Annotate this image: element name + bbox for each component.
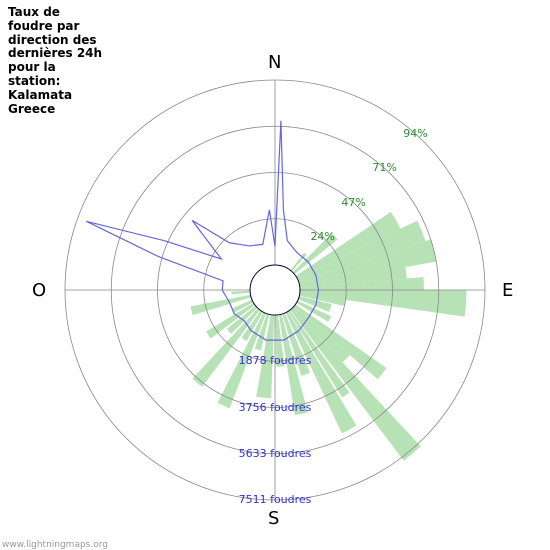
ring-label-percent: 94% [376, 127, 456, 140]
cardinal-w: O [32, 280, 46, 301]
polar-chart: Taux de foudre par direction des dernièr… [0, 0, 550, 550]
ring-label-percent: 47% [314, 196, 394, 209]
ring-label-strikes: 7511 foudres [235, 493, 315, 506]
ring-label-percent: 24% [283, 230, 363, 243]
ring-label-strikes: 3756 foudres [235, 401, 315, 414]
cardinal-n: N [268, 52, 281, 73]
polar-plot-svg [0, 0, 550, 550]
ring-label-strikes: 5633 foudres [235, 447, 315, 460]
cardinal-s: S [268, 508, 279, 529]
ring-label-percent: 71% [345, 161, 425, 174]
ring-label-strikes: 1878 foudres [235, 354, 315, 367]
credit-text: www.lightningmaps.org [2, 540, 108, 550]
cardinal-e: E [502, 280, 513, 301]
strike-bars [191, 212, 467, 461]
